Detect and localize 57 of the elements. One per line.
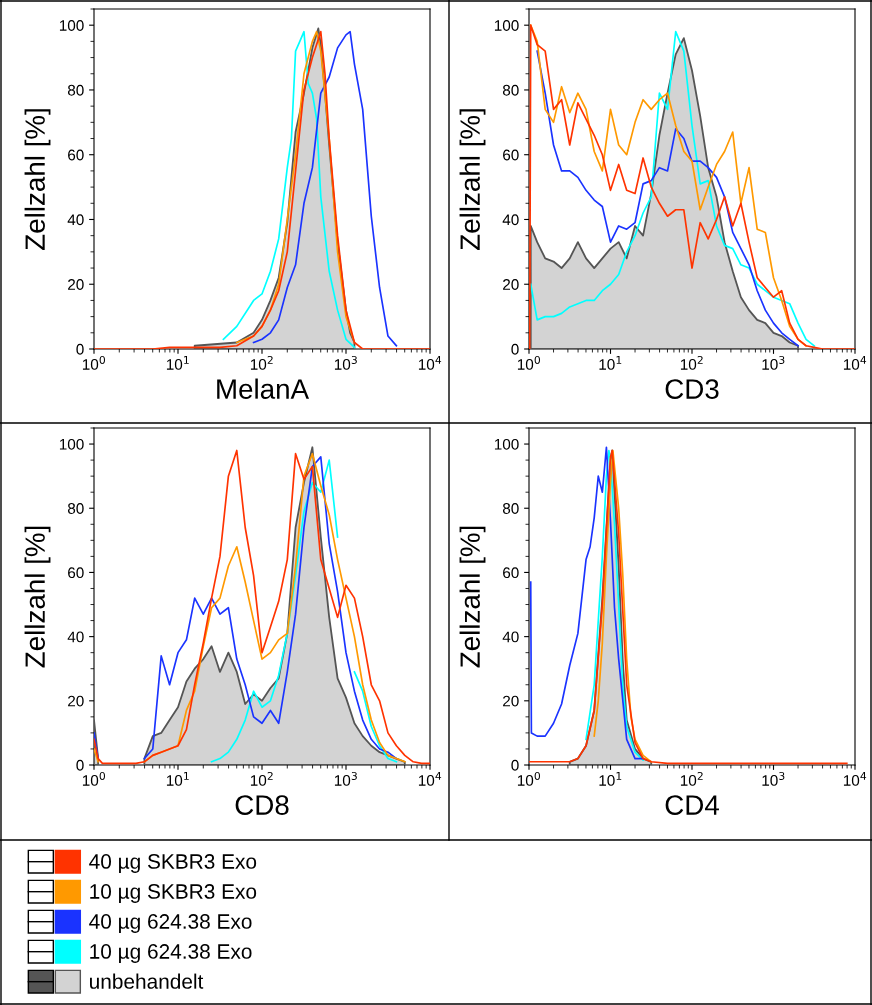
- y-tick-label: 60: [68, 149, 84, 161]
- y-tick-label: 20: [68, 279, 84, 290]
- y-tick-label: 40: [502, 631, 519, 643]
- y-tick-label: 0: [76, 343, 84, 355]
- x-tick-label: 10$^{0}$: [517, 355, 541, 370]
- x-tick-label: 10$^{2}$: [250, 355, 273, 370]
- x-tick-label: 10$^{4}$: [418, 356, 442, 370]
- legend-label: 40 µg SKBR3 Exo: [89, 854, 257, 873]
- y-axis-title: Zellzahl [%]: [459, 109, 486, 250]
- y-axis-title: Zellzahl [%]: [24, 109, 51, 250]
- y-tick-label: 80: [502, 84, 519, 96]
- y-tick-label: 60: [503, 567, 519, 579]
- legend-label: 10 µg SKBR3 Exo: [90, 884, 257, 903]
- x-tick-label: 10$^{2}$: [680, 355, 703, 370]
- x-tick-label: 10$^{4}$: [843, 356, 867, 370]
- y-tick-label: 0: [511, 759, 519, 771]
- y-tick-label: 60: [68, 567, 84, 579]
- x-tick-label: 10$^{1}$: [166, 356, 189, 370]
- y-tick-label: 20: [503, 279, 519, 290]
- x-tick-label: 10$^{2}$: [250, 771, 273, 786]
- x-tick-label: 10$^{1}$: [166, 772, 189, 786]
- y-tick-label: 0: [76, 759, 84, 771]
- x-axis-title: MelanA: [217, 378, 310, 399]
- x-axis-title: CD8: [235, 795, 289, 815]
- y-tick-label: 40: [502, 214, 519, 226]
- x-tick-label: 10$^{3}$: [762, 771, 785, 786]
- y-axis-title: Zellzahl [%]: [459, 526, 486, 668]
- y-tick-label: 100: [494, 20, 519, 31]
- y-tick-label: 80: [67, 503, 84, 514]
- legend-label: 40 µg 624.38 Exo: [89, 914, 252, 933]
- x-tick-label: 10$^{3}$: [334, 771, 357, 786]
- x-tick-label: 10$^{0}$: [517, 771, 541, 786]
- x-tick-label: 10$^{0}$: [82, 355, 106, 370]
- x-tick-label: 10$^{3}$: [762, 355, 785, 370]
- x-axis-title: CD3: [665, 379, 719, 399]
- x-tick-label: 10$^{4}$: [418, 772, 442, 786]
- y-tick-label: 100: [59, 20, 84, 31]
- y-tick-label: 20: [68, 695, 84, 707]
- x-tick-label: 10$^{4}$: [843, 772, 867, 786]
- x-tick-label: 10$^{0}$: [82, 771, 106, 786]
- y-axis-title: Zellzahl [%]: [24, 526, 51, 668]
- y-tick-label: 80: [67, 84, 84, 96]
- x-tick-label: 10$^{1}$: [599, 356, 622, 370]
- y-tick-label: 0: [511, 343, 519, 355]
- x-tick-label: 10$^{3}$: [334, 355, 357, 370]
- y-tick-label: 80: [502, 503, 519, 514]
- y-tick-label: 100: [59, 438, 84, 450]
- y-tick-label: 40: [67, 214, 84, 226]
- y-tick-label: 100: [494, 438, 519, 450]
- x-axis-title: CD4: [665, 795, 719, 815]
- legend-label: unbehandelt: [90, 973, 204, 989]
- x-tick-label: 10$^{1}$: [599, 772, 622, 786]
- x-tick-label: 10$^{2}$: [680, 771, 703, 786]
- legend-label: 10 µg 624.38 Exo: [90, 944, 252, 963]
- y-tick-label: 60: [503, 149, 519, 161]
- y-tick-label: 40: [67, 631, 84, 643]
- y-tick-label: 20: [503, 695, 519, 707]
